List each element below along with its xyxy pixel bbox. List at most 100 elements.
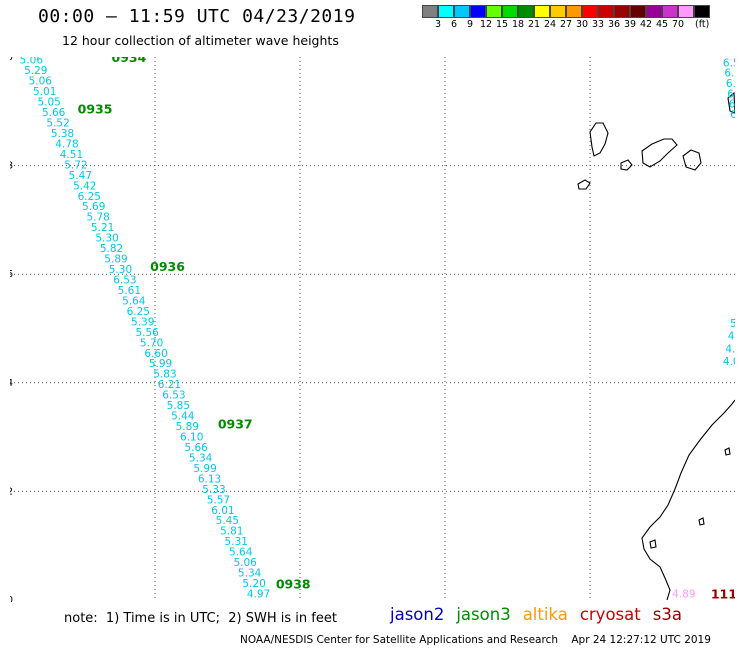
latitude-tick-label: 30	[10, 57, 13, 63]
pass-time-label: 1117	[711, 586, 735, 601]
page-subtitle: 12 hour collection of altimeter wave hei…	[62, 33, 339, 48]
swh-value: 5.89	[104, 254, 127, 266]
legend-label: 30	[576, 19, 589, 30]
swh-value: 5.64	[122, 295, 146, 307]
swh-value: 6.	[729, 99, 735, 111]
latitude-tick-label: 24	[10, 378, 13, 389]
legend-label: 6	[451, 19, 458, 30]
island-lanzarote	[727, 91, 735, 114]
swh-value: 5.89	[176, 421, 199, 433]
swh-value: 4.51	[60, 149, 83, 161]
legend-label: 42	[640, 19, 653, 30]
swh-value: 6.53	[113, 275, 136, 287]
swh-value: 5.72	[64, 159, 87, 171]
swh-value: 6.6	[724, 68, 735, 80]
swh-value: 6.50	[723, 57, 735, 69]
swh-value: 5.57	[207, 494, 230, 506]
legend-label: 70	[672, 19, 685, 30]
legend-swatch	[582, 5, 598, 18]
swh-value: 5.99	[149, 358, 172, 370]
island-el-hierro	[577, 179, 591, 190]
page-title: 00:00 – 11:59 UTC 04/23/2019	[38, 6, 356, 27]
swh-value: 5.05	[37, 97, 60, 109]
satellite-label-s3a: s3a	[652, 605, 682, 624]
legend-swatch	[694, 5, 710, 18]
legend-swatches	[422, 5, 710, 18]
legend-label: 36	[608, 19, 621, 30]
legend-swatch	[422, 5, 438, 18]
legend-label: 12	[480, 19, 493, 30]
swh-value: 6.13	[198, 473, 221, 485]
pass-time-label: 0936	[150, 259, 185, 274]
swh-value: 5.64	[229, 547, 253, 559]
legend-swatch	[662, 5, 678, 18]
satellite-label-jason2: jason2	[390, 605, 445, 624]
legend-label: 15	[496, 19, 509, 30]
swh-value: 5.34	[189, 452, 213, 464]
swh-value: 4.78	[55, 138, 78, 150]
legend-swatch	[502, 5, 518, 18]
legend-swatch	[598, 5, 614, 18]
swh-value: 5.70	[140, 337, 163, 349]
legend-swatch	[438, 5, 454, 18]
island-la-gomera	[620, 159, 633, 171]
swh-value: 6.53	[162, 390, 185, 402]
legend-swatch	[486, 5, 502, 18]
swh-value: 5.82	[100, 243, 123, 255]
swh-value: 4.	[725, 343, 735, 355]
swh-value: 5.44	[171, 411, 195, 423]
swh-value: 6.10	[180, 431, 203, 443]
swh-value: 6.25	[78, 191, 101, 203]
swh-value: 5.30	[109, 264, 132, 276]
legend-swatch	[646, 5, 662, 18]
wave-height-map: -30-27-24-21-18-15302826242220 5.065.295…	[10, 57, 735, 602]
legend-swatch	[454, 5, 470, 18]
swh-value: 5.31	[225, 536, 248, 548]
legend-label: (ft)	[695, 19, 710, 30]
swh-value: 5.34	[238, 568, 262, 580]
swh-value: 5.66	[184, 442, 208, 454]
legend-label: 18	[512, 19, 525, 30]
swh-value: 5.42	[73, 180, 96, 192]
island-la-palma	[589, 122, 609, 157]
legend-swatch	[470, 5, 486, 18]
swh-value: 6.21	[158, 379, 181, 391]
swh-value: 4.97	[247, 588, 270, 600]
swh-value: 5.06	[29, 76, 53, 88]
footer-note: note: 1) Time is in UTC; 2) SWH is in fe…	[64, 611, 337, 626]
african-coastline	[641, 399, 735, 601]
swh-value: 5.29	[24, 65, 47, 77]
pass-time-label: 0935	[78, 102, 113, 117]
legend-label: 27	[560, 19, 573, 30]
swh-value: 5.01	[33, 86, 56, 98]
island-gran-canaria	[682, 149, 702, 171]
swh-value: 6.01	[211, 505, 234, 517]
legend-swatch	[518, 5, 534, 18]
swh-value: 5	[730, 318, 735, 330]
legend-swatch	[534, 5, 550, 18]
legend-label: 3	[435, 19, 442, 30]
swh-value: 5.33	[202, 484, 225, 496]
swh-value: 5.06	[233, 557, 257, 569]
satellite-label-cryosat: cryosat	[579, 605, 641, 624]
legend-swatch	[630, 5, 646, 18]
swh-value: 5.20	[242, 578, 265, 590]
latitude-tick-label: 26	[10, 269, 13, 280]
latitude-tick-label: 22	[10, 486, 13, 497]
legend-swatch	[550, 5, 566, 18]
swh-value: 5.81	[220, 526, 243, 538]
coastal-islet	[724, 447, 731, 456]
swh-value: 6.5	[726, 78, 735, 90]
legend-swatch	[614, 5, 630, 18]
swh-value: 6	[730, 109, 735, 121]
coastal-islet	[698, 517, 705, 526]
legend-label: 33	[592, 19, 605, 30]
satellite-legend: jason2 jason3 altika cryosat s3a	[390, 605, 694, 624]
legend-label: 39	[624, 19, 637, 30]
color-legend: 3 6 9 12 15 18 21 24 27 30 33 36 39 42 45 70 (ft)	[422, 5, 710, 32]
swh-value: 5.69	[82, 201, 105, 213]
latitude-tick-label: 28	[10, 161, 13, 172]
swh-value: 5.38	[51, 128, 74, 140]
pass-time-label: 0934	[112, 57, 147, 65]
island-tenerife	[641, 138, 678, 168]
